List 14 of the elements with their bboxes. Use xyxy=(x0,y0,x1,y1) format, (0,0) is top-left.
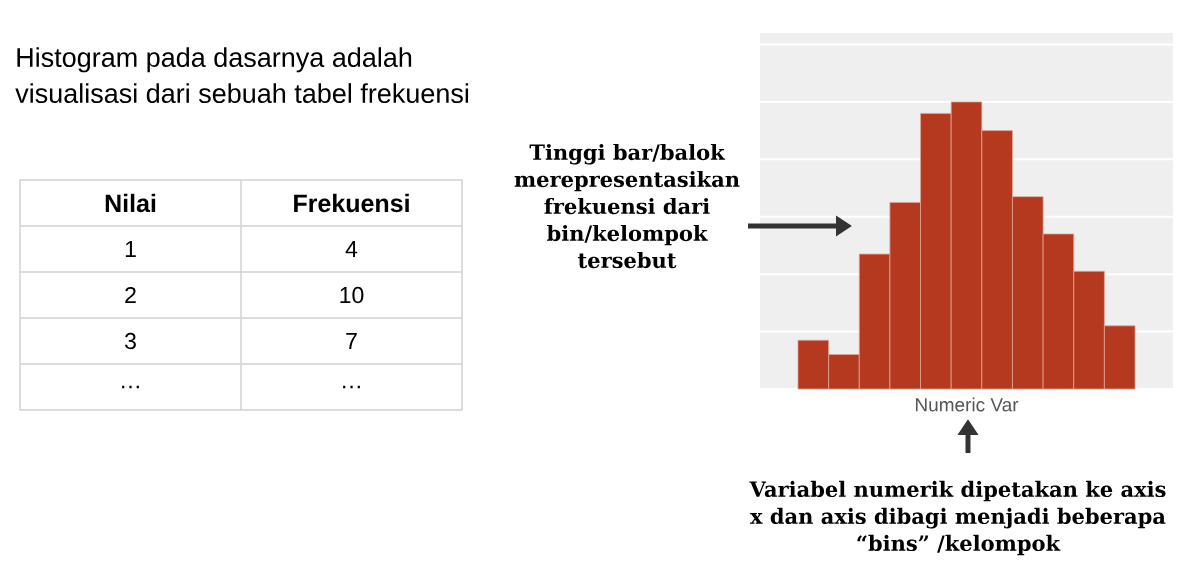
text: Variabel numerik dipetakan ke axis x dan axis dibagi menjadi beberapa “bins” /kelompok xyxy=(749,480,1166,556)
text: 4 xyxy=(345,241,358,257)
x-axis-title: Numeric Var xyxy=(915,397,1019,412)
text: … xyxy=(122,385,139,389)
text: Frekuensi xyxy=(294,193,409,213)
text: 10 xyxy=(340,286,364,304)
text: 3 xyxy=(124,332,136,350)
text: Tinggi bar/balok merepresentasikan frekuensi dari bin/kelompok tersebut xyxy=(514,143,740,269)
text: Nilai xyxy=(105,193,156,213)
text: … xyxy=(343,385,360,389)
text: Histogram pada dasarnya adalah visualisasi dari sebuah tabel frekuensi xyxy=(15,47,469,104)
text: 7 xyxy=(346,333,357,349)
text: 2 xyxy=(125,286,136,304)
text: 1 xyxy=(125,241,136,257)
